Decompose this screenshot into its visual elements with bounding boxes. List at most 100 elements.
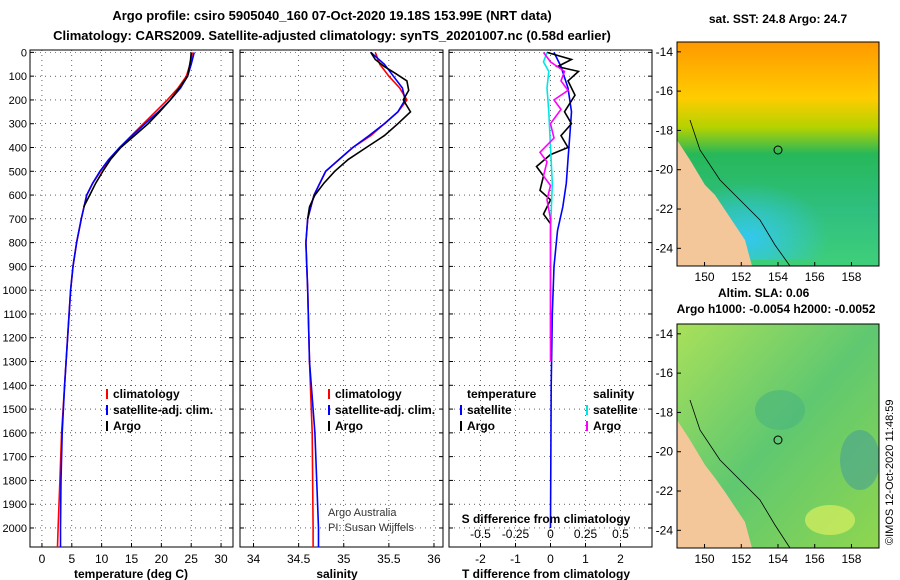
legend-climatology-label: climatology	[113, 387, 180, 401]
y-tick-label: 100	[9, 71, 27, 83]
temperature-legend: climatology satellite-adj. clim. Argo	[106, 387, 213, 433]
y-tick-label: 1600	[3, 428, 27, 440]
map-y-tick-label: -22	[656, 202, 674, 216]
x2-tick-label: 0.25	[574, 527, 598, 541]
map-y-tick-label: -22	[656, 484, 674, 498]
sla-reef-contour	[689, 399, 791, 548]
legend-satellite-label: satellite-adj. clim.	[335, 403, 435, 417]
legend-t-argo-label: Argo	[467, 419, 495, 433]
y-tick-label: 400	[9, 142, 27, 154]
salinity-xlabel: salinity	[316, 567, 358, 580]
y-tick-label: 800	[9, 238, 27, 250]
x-tick-label: 35.5	[377, 552, 401, 566]
legend-temperature-title: temperature	[467, 387, 537, 401]
annotation-line2: PI: Susan Wijffels	[328, 522, 414, 534]
x2-tick-label: 0	[547, 527, 554, 541]
map-x-tick-label: 154	[768, 270, 788, 284]
map-y-tick-label: -20	[656, 445, 674, 459]
x-tick-label: 34	[247, 552, 261, 566]
map-y-tick-label: -14	[656, 45, 674, 59]
map-tick-layer: 150 152 154 156 158 -14 -16 -18 -20 -22 -24 150 152 1…	[656, 45, 862, 566]
y-tick-label: 700	[9, 214, 27, 226]
map-x-tick-label: 158	[841, 552, 861, 566]
series-line	[535, 51, 581, 225]
x-tick-label: 25	[185, 552, 199, 566]
y-tick-label: 1200	[3, 333, 27, 345]
y-tick-label: 1300	[3, 357, 27, 369]
timestamp: ©IMOS 12-Oct-2020 11:48:59	[884, 400, 896, 545]
x-tick-label: -2	[475, 552, 486, 566]
map-y-tick-label: -18	[656, 405, 674, 419]
legend-satellite-label: satellite-adj. clim.	[113, 403, 213, 417]
tick-layer: 0100200300400500600700800900100011001200…	[3, 47, 652, 566]
annotation-line1: Argo Australia	[328, 507, 397, 519]
y-tick-label: 0	[21, 47, 27, 59]
x-tick-label: 0	[547, 552, 554, 566]
x-tick-label: 34.5	[287, 552, 311, 566]
series-line	[56, 52, 194, 548]
sla-map-title: Argo h1000: -0.0054 h2000: -0.0052	[677, 302, 876, 316]
map-x-tick-label: 150	[695, 552, 715, 566]
y-tick-label: 1000	[3, 285, 27, 297]
sla-land	[677, 420, 752, 548]
map-x-tick-label: 156	[805, 552, 825, 566]
y-tick-label: 200	[9, 95, 27, 107]
x-tick-label: 30	[214, 552, 228, 566]
sst-land	[677, 140, 752, 266]
argo-position-marker	[773, 435, 783, 445]
map-y-tick-label: -24	[656, 523, 674, 537]
salinity-legend: climatology satellite-adj. clim. Argo	[328, 387, 435, 433]
map-y-tick-label: -16	[656, 84, 674, 98]
legend-salinity-title: salinity	[593, 387, 635, 401]
map-y-tick-label: -16	[656, 366, 674, 380]
map-y-tick-label: -14	[656, 327, 674, 341]
x-tick-label: 1	[582, 552, 589, 566]
salinity-panel	[239, 49, 444, 548]
difference-legend: temperature salinity satellite Argo sate…	[460, 387, 638, 433]
map-y-tick-label: -18	[656, 123, 674, 137]
x-tick-label: 5	[68, 552, 75, 566]
map-x-tick-label: 150	[695, 270, 715, 284]
sst-map	[677, 42, 879, 266]
sla-map	[677, 324, 879, 548]
sla-eddy	[840, 430, 879, 490]
x-tick-label: 10	[95, 552, 109, 566]
x-tick-label: 0	[39, 552, 46, 566]
x-tick-label: 2	[617, 552, 624, 566]
sst-map-title: sat. SST: 24.8 Argo: 24.7	[709, 12, 848, 26]
temperature-xlabel: temperature (deg C)	[74, 567, 188, 580]
y-tick-label: 300	[9, 119, 27, 131]
x2-tick-label: -0.5	[470, 527, 491, 541]
x-tick-label: 36	[427, 552, 441, 566]
map-x-tick-label: 158	[841, 270, 861, 284]
sst-reef-contour	[689, 119, 791, 266]
legend-climatology-label: climatology	[335, 387, 402, 401]
series-line	[538, 51, 570, 362]
y-tick-label: 1800	[3, 475, 27, 487]
x-tick-label: 35	[337, 552, 351, 566]
grid-layer	[30, 50, 652, 547]
y-tick-label: 1400	[3, 380, 27, 392]
map-y-tick-label: -24	[656, 241, 674, 255]
difference-xlabel2: S difference from climatology	[462, 512, 631, 526]
legend-argo-label: Argo	[113, 419, 141, 433]
y-tick-label: 1700	[3, 452, 27, 464]
series-line	[82, 52, 192, 208]
series-line	[305, 51, 406, 547]
y-tick-label: 2000	[3, 523, 27, 535]
map-y-tick-label: -20	[656, 163, 674, 177]
sla-eddy	[755, 390, 805, 430]
y-tick-label: 1500	[3, 404, 27, 416]
x-tick-label: 20	[155, 552, 169, 566]
x-tick-label: 15	[125, 552, 139, 566]
sla-eddy	[805, 505, 855, 535]
argo-position-marker	[773, 145, 783, 155]
difference-xlabel: T difference from climatology	[462, 567, 630, 580]
series-line	[306, 51, 412, 219]
legend-s-argo-label: Argo	[593, 419, 621, 433]
figure-title-line1: Argo profile: csiro 5905040_160 07-Oct-2…	[112, 8, 551, 23]
series-line	[59, 52, 195, 547]
y-tick-label: 600	[9, 190, 27, 202]
map-x-tick-label: 152	[731, 552, 751, 566]
